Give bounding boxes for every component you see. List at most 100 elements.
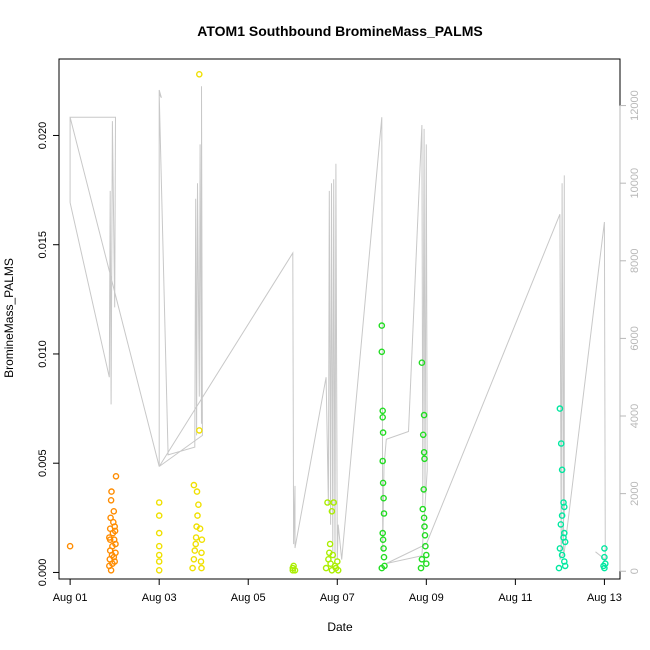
data-point [192,534,200,541]
data-point [418,556,426,563]
data-point [324,499,331,506]
data-point [419,505,427,513]
data-point [190,556,198,563]
data-point [422,542,429,550]
y2-tick-label: 8000 [629,249,641,273]
x-axis: Aug 01 Aug 03 Aug 05 Aug 07 Aug 09 Aug 11 Aug … [53,578,622,604]
data-point [333,558,341,565]
x-tick-label: Aug 09 [409,592,444,604]
data-point [556,545,564,552]
chart-title: ATOM1 Southbound BromineMass_PALMS [197,23,482,39]
y-axis-right: 0 2000 4000 6000 8000 10000 12000 [619,90,641,574]
data-point [155,512,163,519]
y2-tick-label: 10000 [629,168,641,199]
data-point [196,525,204,533]
data-point [155,551,163,559]
data-point [560,534,567,541]
data-point [420,448,428,456]
y2-tick-label: 6000 [629,326,641,350]
data-point [109,560,116,568]
scatter-points-layer [66,71,609,574]
data-point [191,547,199,554]
data-point [66,542,74,550]
data-point [421,455,428,463]
data-point [558,512,566,519]
data-point [379,407,387,415]
data-point [600,562,607,570]
data-point [155,567,163,574]
data-point [419,431,427,439]
data-point [558,466,566,474]
x-tick-label: Aug 03 [142,592,177,604]
data-point [112,472,120,480]
data-point [328,507,336,515]
data-point [155,529,163,537]
y-tick-label: 0.020 [37,122,49,150]
data-point [380,494,387,502]
data-point [195,501,202,509]
data-point [420,514,428,522]
data-point [561,503,568,511]
data-point [108,488,115,495]
data-point [379,536,387,544]
data-point [189,564,196,572]
data-point [417,564,425,572]
data-point [379,413,387,421]
data-point [326,540,334,548]
data-point [379,479,387,487]
data-point [420,486,428,493]
data-point [195,71,203,78]
data-point [380,545,387,552]
x-tick-label: Aug 07 [320,592,355,604]
x-tick-label: Aug 13 [587,592,622,604]
y-tick-label: 0.005 [37,449,49,477]
data-point [421,532,429,539]
data-point [192,540,199,548]
data-point [197,558,205,565]
data-point [155,542,163,550]
plot-frame [58,58,621,580]
y-axis-label: BromineMass_PALMS [2,258,16,378]
data-point [555,564,563,572]
data-point [110,553,118,561]
x-tick-label: Aug 05 [231,592,266,604]
data-point [322,564,330,572]
data-point [106,534,113,541]
data-point [155,558,163,565]
y-tick-label: 0.000 [37,559,49,587]
data-point [418,359,426,367]
data-point [379,529,387,537]
data-point [557,521,565,528]
data-point [110,507,118,515]
data-point [379,457,387,465]
data-point [557,440,565,447]
data-point [111,523,118,530]
data-point [421,523,428,530]
data-point [194,512,201,519]
data-point [198,536,206,544]
data-point [193,488,201,495]
data-point [155,499,163,506]
y-tick-label: 0.010 [37,340,49,368]
data-point [422,560,430,568]
data-point [420,411,428,419]
y2-tick-label: 0 [629,568,641,574]
x-tick-label: Aug 11 [498,592,532,604]
data-point [329,551,337,559]
y-axis-left: 0.000 0.005 0.010 0.015 0.020 [37,122,60,587]
y-tick-label: 0.015 [37,231,49,259]
data-point [198,564,205,572]
data-point [378,348,386,356]
data-point [380,553,388,561]
data-point [330,499,338,506]
data-point [379,429,387,436]
data-point [422,551,430,559]
data-point [380,510,388,517]
line-series-layer [69,86,606,564]
data-point [378,564,386,572]
data-point [107,567,115,574]
data-point [601,545,608,552]
data-point [601,553,608,561]
data-point [195,427,203,434]
